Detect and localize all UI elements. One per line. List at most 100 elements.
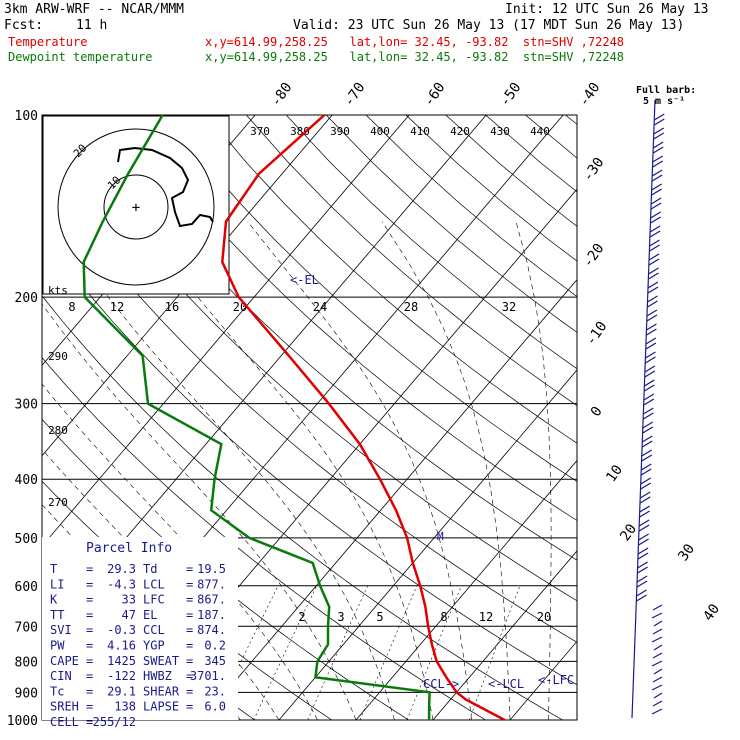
parcel-value: 138 xyxy=(114,700,136,714)
wind-barb xyxy=(652,652,663,659)
parcel-value: -0.3 xyxy=(107,623,136,637)
parcel-value: -122 xyxy=(107,669,136,683)
moist-adiabat xyxy=(247,221,472,720)
theta-label: 410 xyxy=(410,125,430,138)
isotherm xyxy=(432,550,577,720)
wind-barb xyxy=(648,267,659,280)
mixing-ratio-label: 20 xyxy=(537,610,551,624)
wind-barb xyxy=(651,612,663,619)
moist-adiabat xyxy=(42,303,357,720)
parcel-eq: = xyxy=(86,684,93,698)
wind-barb xyxy=(640,463,652,476)
pressure-label: 500 xyxy=(15,532,38,547)
temperature-line xyxy=(221,115,506,720)
parcel-eq: = xyxy=(186,593,193,607)
parcel-key: Td xyxy=(143,562,157,576)
parcel-eq: = xyxy=(186,700,193,714)
parcel-key: SREH xyxy=(50,700,79,714)
parcel-eq: = xyxy=(186,654,193,668)
wind-barb xyxy=(644,379,655,392)
parcel-eq: = xyxy=(186,639,193,653)
parcel-key: LAPSE xyxy=(143,700,179,714)
dry-adiabat xyxy=(42,233,577,686)
level-annotation: <-LCL xyxy=(488,677,524,691)
temperature-location: x,y=614.99,258.25 lat,lon= 32.45, -93.82… xyxy=(205,35,625,49)
parcel-eq: = xyxy=(86,562,93,576)
isotherm-label: -10 xyxy=(583,319,611,349)
isotherm xyxy=(201,278,577,720)
parcel-key: TT xyxy=(50,608,64,622)
mixing-ratio-line xyxy=(469,585,521,720)
wind-barb xyxy=(652,155,664,168)
dry-adiabat xyxy=(525,115,577,159)
parcel-eq: = xyxy=(186,669,193,683)
wind-barb xyxy=(648,253,660,266)
theta-label-left: 270 xyxy=(48,496,68,509)
dry-adiabat xyxy=(445,115,577,227)
wind-barb xyxy=(651,636,663,643)
wind-barb xyxy=(653,127,665,140)
moist-adiabat xyxy=(42,383,318,720)
wind-barb xyxy=(651,684,663,691)
parcel-key: CELL xyxy=(50,715,79,729)
parcel-key: LFC xyxy=(143,593,165,607)
hodograph-ring xyxy=(103,174,169,240)
theta-label: 370 xyxy=(250,125,270,138)
theta-label-left: 290 xyxy=(48,350,68,363)
hodograph-speed-tick: 32 xyxy=(502,300,516,314)
pressure-label: 200 xyxy=(15,291,38,306)
forecast-label: Fcst: xyxy=(4,18,44,33)
dry-adiabat xyxy=(285,115,577,370)
parcel-key: HWBZ xyxy=(143,669,172,683)
wind-barb xyxy=(642,407,654,420)
parcel-key: CAPE xyxy=(50,654,79,668)
parcel-key: YGP xyxy=(143,639,165,653)
parcel-value: 877. xyxy=(197,577,226,591)
dry-adiabat xyxy=(605,115,740,720)
parcel-value: 187. xyxy=(197,608,226,622)
isotherm-label: 40 xyxy=(700,601,723,624)
parcel-key: CIN xyxy=(50,669,72,683)
dry-adiabat xyxy=(166,115,577,482)
hodograph-speed-tick: 20 xyxy=(233,300,247,314)
parcel-value: 47 xyxy=(122,608,136,622)
dry-adiabat xyxy=(485,115,577,193)
mixing-ratio-line xyxy=(253,585,317,720)
wind-barb xyxy=(652,676,663,683)
forecast-hour: 11 h xyxy=(76,18,108,33)
wind-barb xyxy=(642,421,654,434)
parcel-key: EL xyxy=(143,608,157,622)
parcel-eq: = xyxy=(86,715,93,729)
mixing-ratio-label: 5 xyxy=(376,610,383,624)
parcel-value: -4.3 xyxy=(107,577,136,591)
parcel-value: 23. xyxy=(204,684,226,698)
parcel-value: 1425 xyxy=(107,654,136,668)
parcel-value: 3701. xyxy=(190,669,226,683)
wind-barb xyxy=(644,365,656,378)
dry-adiabat xyxy=(246,115,577,407)
parcel-value: 867. xyxy=(197,593,226,607)
parcel-eq: = xyxy=(186,684,193,698)
wind-note-title: Full barb: xyxy=(636,85,696,96)
wind-staff xyxy=(631,99,656,719)
init-time: Init: 12 UTC Sun 26 May 13 xyxy=(505,2,709,17)
dry-adiabat xyxy=(46,115,577,602)
dry-adiabat xyxy=(86,115,577,561)
wind-barb xyxy=(639,505,651,518)
wind-barb xyxy=(645,351,656,364)
wind-barb xyxy=(638,519,650,532)
moist-adiabat xyxy=(138,221,434,720)
isotherm-label: 20 xyxy=(617,521,640,544)
wind-barb xyxy=(649,225,661,238)
dry-adiabat xyxy=(206,115,577,444)
pressure-label: 700 xyxy=(15,620,38,635)
wind-barb xyxy=(640,477,652,490)
pressure-label: 400 xyxy=(15,473,38,488)
wind-barb xyxy=(637,547,649,560)
wind-barb xyxy=(650,211,661,224)
parcel-value: 19.5 xyxy=(197,562,226,576)
dewpoint-legend: Dewpoint temperature xyxy=(8,50,153,64)
parcel-key: Tc xyxy=(50,684,64,698)
wind-barb xyxy=(651,169,663,182)
isotherm-label: -50 xyxy=(497,80,525,110)
